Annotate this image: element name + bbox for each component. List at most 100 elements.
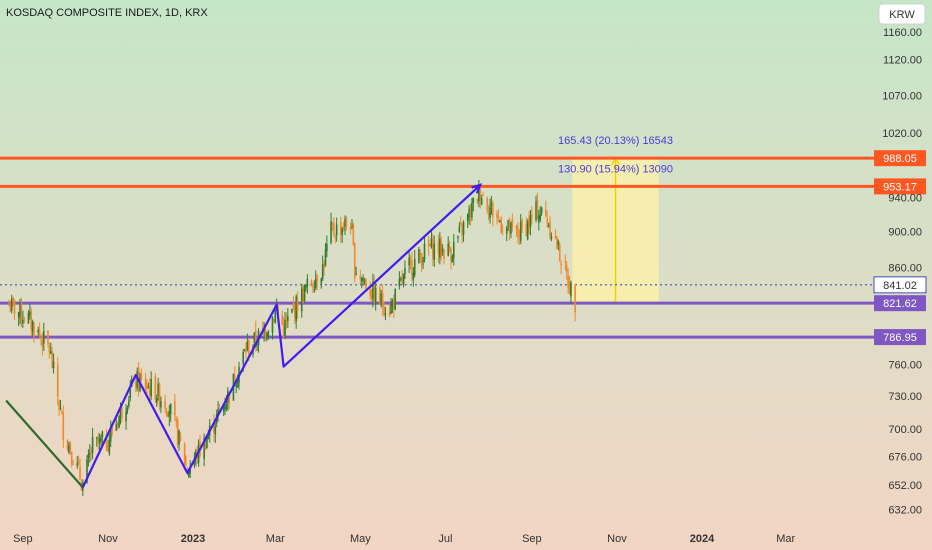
candle-body [399, 278, 402, 280]
y-tick-label: 900.00 [888, 227, 922, 239]
candle-body [20, 303, 23, 321]
candle-body [345, 218, 348, 227]
candle-body [525, 224, 528, 237]
candle-body [13, 300, 16, 315]
candle-body [9, 305, 12, 312]
y-tick-label: 760.00 [888, 359, 922, 371]
candle-body [379, 287, 381, 304]
candle-body [292, 305, 295, 308]
candle-body [222, 405, 225, 412]
candle-body [176, 420, 179, 446]
candle-body [401, 275, 403, 284]
candle-body [458, 226, 461, 233]
candle-body [451, 256, 454, 263]
y-tick-label: 1020.00 [882, 128, 922, 140]
candle-body [427, 239, 430, 247]
candle-body [326, 244, 328, 252]
candle-body [429, 243, 431, 246]
candle-body [164, 400, 166, 409]
candle-body [86, 459, 88, 483]
candle-body [247, 340, 250, 354]
candle-body [281, 315, 284, 325]
candle-body [334, 236, 337, 238]
currency-button-bg[interactable] [878, 3, 926, 25]
candle-body [274, 309, 277, 323]
candle-body [168, 411, 171, 417]
candle-body [440, 241, 443, 256]
candle-body [570, 282, 572, 297]
candle-body [476, 198, 479, 203]
candle-body [174, 400, 176, 416]
candle-body [115, 423, 118, 431]
candle-body [487, 213, 490, 216]
candle-body [291, 308, 293, 313]
candle-body [528, 217, 530, 228]
candle-body [360, 277, 363, 281]
candle-body [189, 467, 192, 474]
candle-body [390, 303, 392, 314]
candle-body [359, 275, 362, 280]
candle-body [267, 331, 270, 338]
candle-body [538, 215, 540, 223]
candle-body [462, 222, 465, 235]
candle-body [497, 216, 500, 218]
candle-body [188, 472, 190, 477]
candle-body [154, 376, 157, 400]
candle-body [8, 304, 10, 306]
measure-label-mid: 130.90 (15.94%) 13090 [558, 163, 673, 175]
candle-body [560, 263, 562, 266]
candle-body [466, 214, 469, 221]
x-tick-label: Nov [607, 533, 627, 545]
level-label: 786.95 [883, 332, 917, 344]
last-price-label-bg [873, 276, 927, 294]
candle-body [568, 283, 571, 294]
currency-button[interactable]: KRW [878, 3, 926, 25]
candle-body [489, 207, 491, 218]
candle-body [531, 214, 533, 218]
candle-body [437, 241, 440, 255]
candle-body [242, 352, 245, 364]
candle-body [349, 226, 352, 231]
candle-body [521, 219, 523, 227]
candle-body [61, 410, 63, 414]
candle-body [207, 434, 210, 440]
candle-body [508, 219, 511, 234]
candle-body [391, 300, 394, 307]
candle-body [468, 208, 470, 218]
candle-body [69, 442, 72, 454]
candle-body [323, 264, 325, 269]
x-tick-label: May [350, 533, 371, 545]
candle-body [313, 289, 316, 291]
zigzag-layer [5, 183, 483, 489]
candle-body [70, 452, 73, 464]
currency-button-label[interactable]: KRW [889, 9, 915, 21]
candle-body [271, 317, 274, 333]
candle-body [545, 209, 547, 216]
candle-body [38, 330, 41, 336]
level-label: 821.62 [883, 298, 917, 310]
measure-box-layer: 165.43 (20.13%) 16543 130.90 (15.94%) 130… [558, 135, 673, 304]
candle-body [469, 205, 472, 217]
candle-body [556, 236, 558, 249]
y-tick-label: 860.00 [888, 262, 922, 274]
candle-body [68, 444, 70, 453]
candle-body [490, 203, 493, 206]
candle-body [341, 228, 344, 235]
candle-body [97, 436, 99, 443]
candle-body [204, 438, 207, 451]
candle-body [452, 241, 455, 258]
candle-body [303, 284, 306, 301]
candle-body [42, 330, 45, 344]
candle-body [340, 221, 342, 236]
y-tick-label: 700.00 [888, 424, 922, 436]
candle-body [98, 437, 101, 443]
candle-body [352, 224, 355, 245]
candle-body [505, 227, 508, 234]
candle-body [29, 311, 31, 316]
y-tick-label: 1160.00 [883, 27, 922, 39]
candle-body [362, 279, 364, 281]
candle-body [183, 444, 186, 465]
candle-body [23, 319, 26, 323]
measure-label-top: 165.43 (20.13%) 16543 [558, 135, 673, 147]
